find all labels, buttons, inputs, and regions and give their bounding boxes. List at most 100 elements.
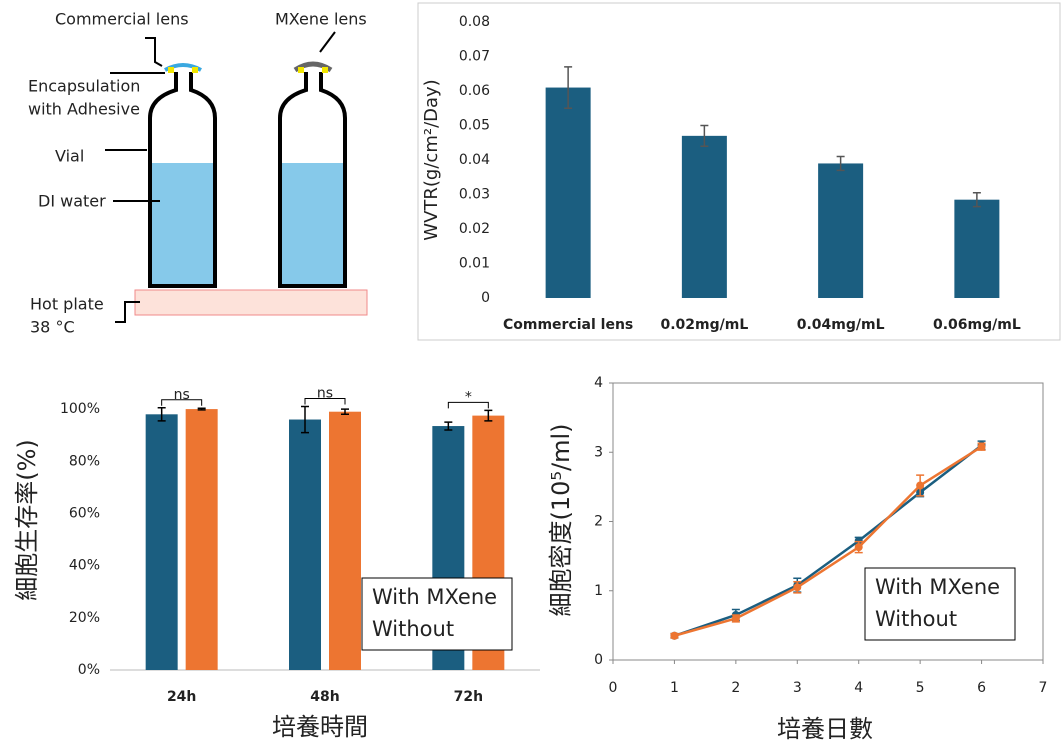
line (674, 444, 983, 637)
vial (278, 72, 347, 288)
marker (916, 481, 925, 490)
significance-bracket (161, 399, 203, 406)
marker (977, 442, 986, 451)
x-axis-label: 培養時間 (272, 713, 368, 741)
label: MXene lens (275, 10, 367, 29)
x-tick-label: 1 (670, 680, 679, 696)
adhesive (168, 67, 174, 73)
x-tick-label: 4 (854, 680, 863, 696)
x-tick-label: 0 (609, 680, 618, 696)
legend-box (864, 567, 1016, 641)
bar (954, 199, 1000, 298)
x-tick-label: 0.04mg/mL (797, 317, 885, 333)
vial (148, 72, 217, 288)
x-tick-label: 0.02mg/mL (660, 317, 748, 333)
bar (681, 135, 727, 298)
error-bar (301, 405, 309, 434)
x-tick-label: 6 (977, 680, 986, 696)
y-tick-label: 0.01 (459, 256, 490, 272)
y-tick-label: 4 (594, 375, 603, 391)
water (282, 163, 345, 286)
x-tick-label: 24h (167, 689, 196, 705)
y-tick-label: 3 (594, 444, 603, 460)
y-tick-label: 0.07 (459, 49, 490, 65)
marker (854, 543, 863, 552)
x-tick-label: 48h (310, 689, 339, 705)
adhesive (192, 67, 198, 73)
marker (793, 583, 802, 592)
error-bar (700, 124, 709, 147)
x-tick-label: 7 (1039, 680, 1048, 696)
y-tick-label: 80% (69, 453, 100, 469)
y-tick-label: 0.06 (459, 83, 490, 99)
y-tick-label: 0.02 (459, 221, 490, 237)
x-tick-label: 72h (454, 689, 483, 705)
y-tick-label: 0.04 (459, 152, 490, 168)
error-bar (444, 421, 453, 431)
label: Vial (55, 147, 84, 166)
error-bar (836, 155, 845, 172)
x-tick-label: 3 (793, 680, 802, 696)
y-axis-label: WVTR(g/cm²/Day) (421, 79, 442, 240)
legend-entry: With MXene (875, 575, 1000, 599)
adhesive (322, 67, 328, 73)
y-tick-label: 20% (69, 610, 100, 626)
y-tick-label: 1 (594, 583, 603, 599)
significance-bracket (304, 397, 346, 405)
label: 38 °C (30, 318, 75, 337)
bar (185, 409, 218, 670)
significance-label: * (465, 389, 472, 405)
error-bar (341, 408, 349, 416)
x-axis-label: 培養日數 (777, 715, 873, 743)
line (674, 445, 983, 637)
y-tick-label: 2 (594, 514, 603, 530)
bar (145, 414, 178, 670)
bar (818, 163, 864, 298)
bar (289, 419, 321, 670)
error-bar (157, 407, 166, 422)
y-tick-label: 0 (594, 652, 603, 668)
y-tick-label: 0.05 (459, 118, 490, 134)
label: with Adhesive (28, 100, 140, 119)
y-tick-label: 0 (481, 290, 490, 306)
y-axis-label: 細胞生存率(%) (13, 439, 41, 601)
y-tick-label: 60% (69, 505, 100, 521)
bar (545, 87, 591, 298)
error-bar (484, 409, 493, 422)
error-bar (564, 66, 573, 109)
legend-box (361, 577, 513, 651)
x-tick-label: 2 (731, 680, 740, 696)
significance-label: ns (174, 387, 190, 403)
label: Encapsulation (28, 77, 140, 96)
y-tick-label: 0% (78, 662, 100, 678)
y-tick-label: 0.08 (459, 14, 490, 30)
bar (329, 411, 361, 670)
legend-entry: Without (875, 607, 957, 631)
arrows (105, 31, 336, 323)
x-tick-label: 0.06mg/mL (933, 317, 1021, 333)
y-tick-label: 40% (69, 558, 100, 574)
error-bar (972, 192, 981, 208)
label: DI water (38, 192, 106, 211)
significance-label: ns (317, 385, 333, 401)
x-tick-label: 5 (916, 680, 925, 696)
significance-bracket (447, 401, 489, 409)
error-bar (197, 407, 206, 411)
water (150, 163, 215, 286)
y-tick-label: 0.03 (459, 187, 490, 203)
label: Hot plate (30, 295, 104, 314)
marker (731, 614, 740, 623)
adhesive (298, 67, 304, 73)
diagram: Commercial lens MXene lens Encapsulation… (28, 10, 368, 337)
y-axis-label: 細胞密度(10⁵/ml) (547, 423, 575, 616)
legend-entry: With MXene (372, 585, 497, 609)
plot-frame (612, 382, 1044, 661)
label: Commercial lens (55, 10, 189, 29)
marker (670, 631, 679, 640)
chart-frame (417, 2, 1061, 341)
y-tick-label: 100% (60, 401, 100, 417)
legend-entry: Without (372, 617, 454, 641)
hot-plate (134, 289, 368, 316)
